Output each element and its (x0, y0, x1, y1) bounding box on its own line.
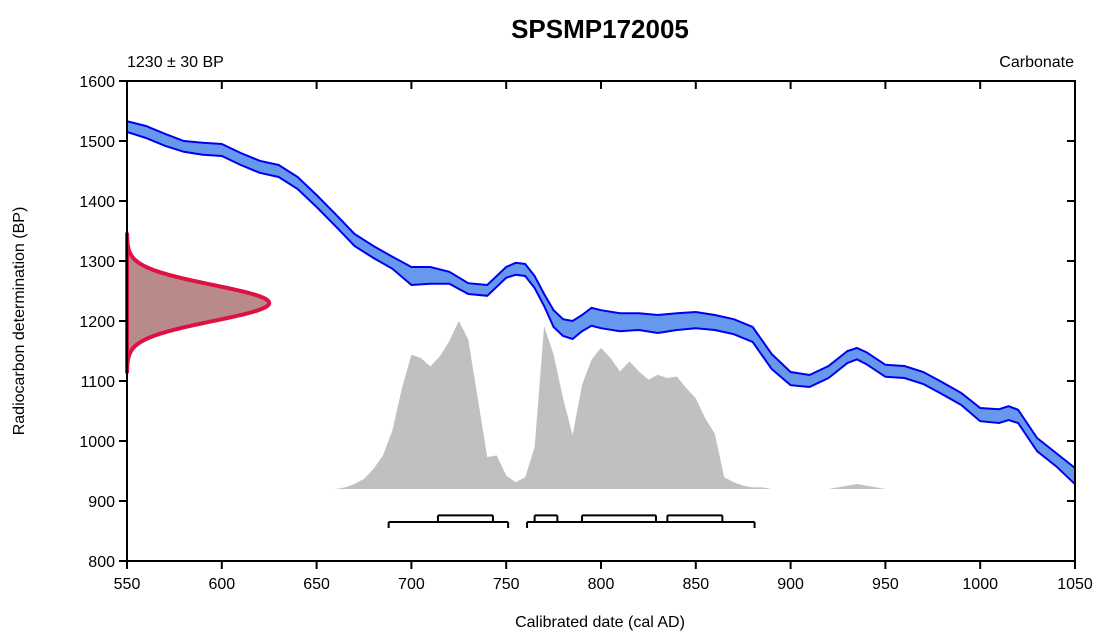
y-tick-label: 1300 (79, 254, 115, 271)
radiocarbon-distribution (125, 232, 272, 374)
chart-title: SPSMP172005 (511, 14, 689, 44)
y-tick-label: 1100 (81, 374, 116, 391)
posterior-area (335, 321, 943, 489)
x-tick-label: 900 (777, 576, 804, 593)
hpd-range-upper-3 (666, 514, 724, 522)
calibration-upper-line (126, 120, 1076, 469)
x-tick-label: 1000 (962, 576, 998, 593)
x-tick-label: 950 (872, 576, 899, 593)
x-tick-label: 550 (114, 576, 141, 593)
y-tick-label: 1400 (79, 194, 115, 211)
calibration-curve (126, 120, 1076, 485)
x-tick-label: 650 (303, 576, 330, 593)
y-tick-label: 1500 (79, 134, 115, 151)
calibration-lower-line (126, 131, 1076, 485)
posterior-distribution (335, 321, 943, 489)
material-label: Carbonate (999, 54, 1074, 71)
x-axis: 550 600 650 700 750 800 850 900 950 1000 1050 (114, 81, 1093, 593)
hpd-range-lower-1 (526, 521, 756, 528)
x-tick-label: 700 (398, 576, 425, 593)
y-tick-label: 1000 (79, 434, 115, 451)
y-tick-label: 900 (88, 494, 115, 511)
radiocarbon-curve (125, 232, 272, 374)
x-tick-label: 600 (208, 576, 235, 593)
hpd-range-lower-0 (387, 521, 510, 528)
y-tick-label: 1200 (79, 314, 115, 331)
hpd-range-upper-0 (436, 514, 494, 522)
x-tick-label: 800 (588, 576, 615, 593)
sample-determination-label: 1230 ± 30 BP (127, 54, 224, 71)
y-tick-label: 800 (88, 554, 115, 571)
x-tick-label: 850 (682, 576, 709, 593)
x-axis-title: Calibrated date (cal AD) (515, 614, 685, 631)
x-tick-label: 750 (493, 576, 520, 593)
hpd-range-upper-1 (533, 514, 559, 522)
hpd-range-upper-2 (581, 514, 657, 522)
y-tick-label: 1600 (79, 74, 115, 91)
hpd-range-bars (387, 514, 756, 528)
y-axis: 800 900 1000 1100 1200 1300 1400 1500 1600 (79, 74, 1075, 571)
x-tick-label: 1050 (1057, 576, 1093, 593)
y-axis-title: Radiocarbon determination (BP) (11, 207, 28, 436)
